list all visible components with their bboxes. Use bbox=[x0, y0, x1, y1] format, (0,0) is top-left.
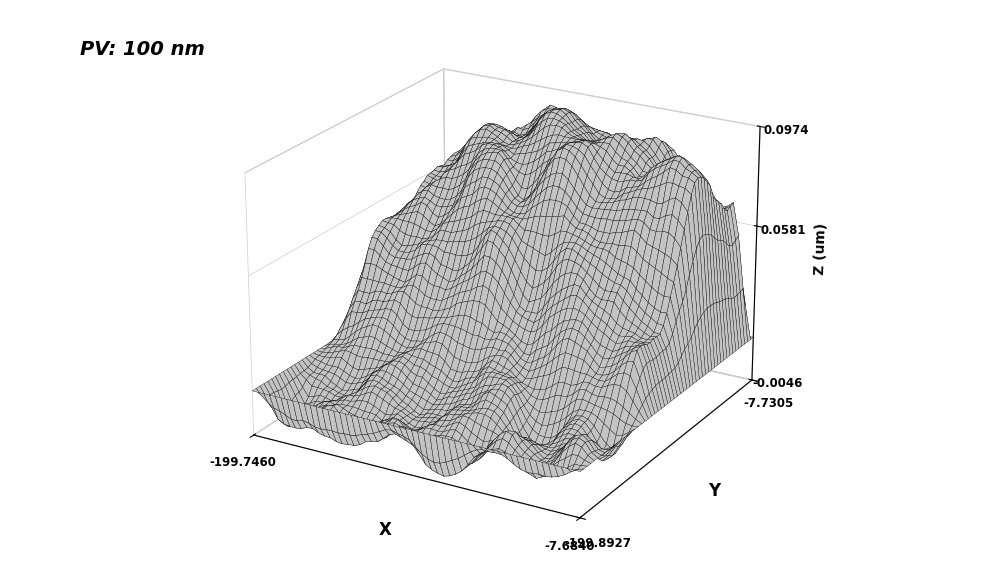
X-axis label: X: X bbox=[379, 521, 392, 539]
Text: PV: 100 nm: PV: 100 nm bbox=[80, 40, 205, 59]
Y-axis label: Y: Y bbox=[708, 482, 720, 499]
